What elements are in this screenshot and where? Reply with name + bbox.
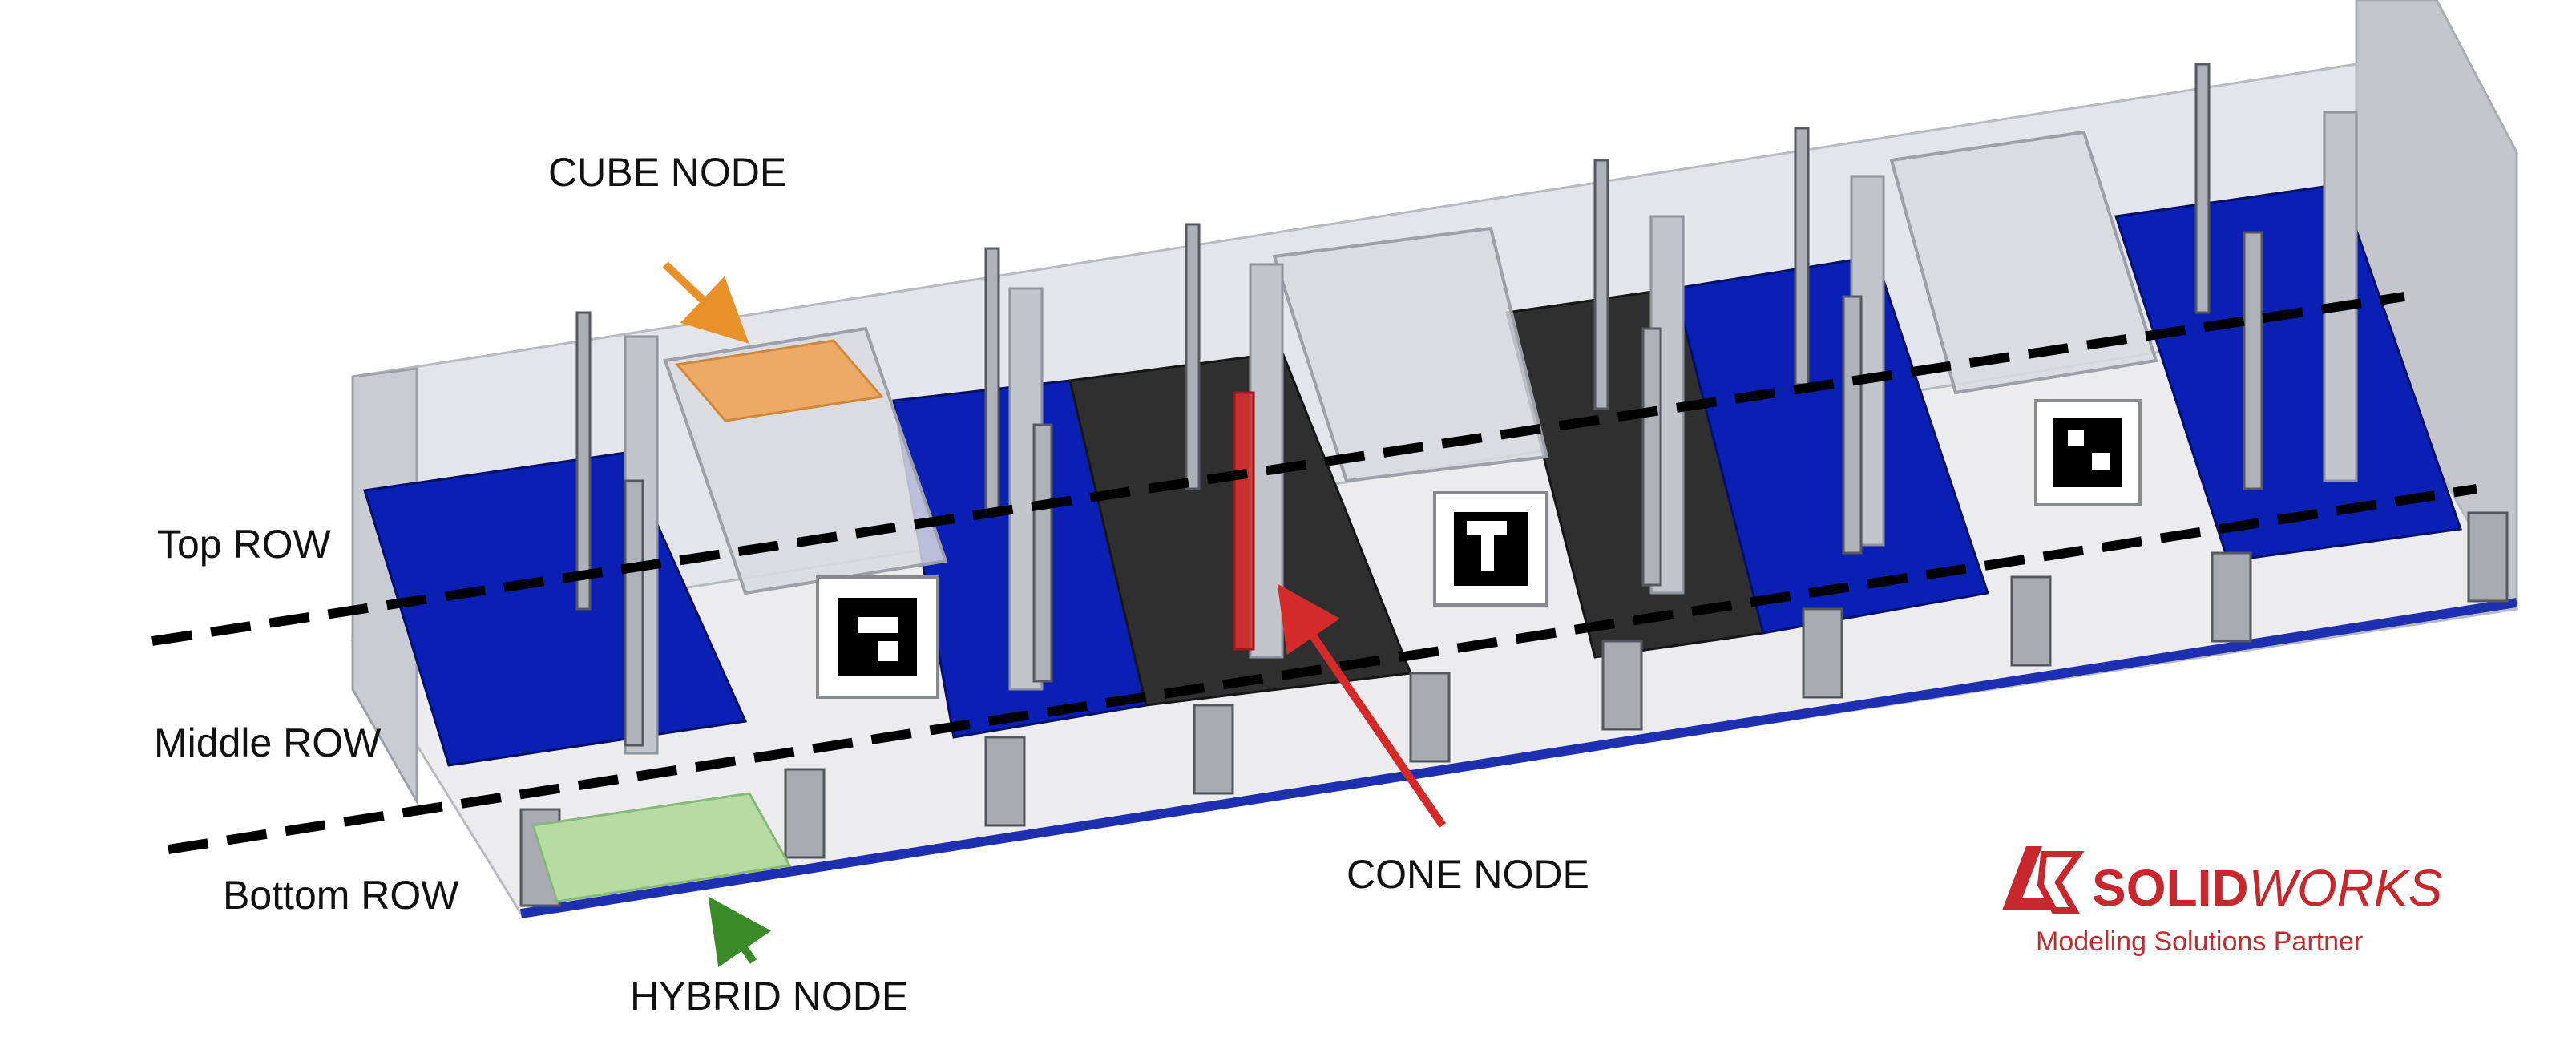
logo-brand-light: WORKS [2248, 859, 2443, 917]
cone-node-highlight [1233, 391, 1255, 651]
middle-row-line [168, 484, 2477, 854]
cube-node-label: CUBE NODE [548, 150, 787, 195]
solidworks-logo: SOLIDWORKS Modeling Solutions Partner [1994, 824, 2443, 968]
cube-box-3 [1889, 130, 2158, 506]
cone-node-arrow [1277, 583, 1447, 828]
cone-poles [575, 63, 2263, 747]
logo-tagline: Modeling Solutions Partner [2036, 926, 2364, 957]
middle-row-label: Middle ROW [154, 720, 382, 765]
cube-node-highlight [675, 339, 884, 422]
hybrid-node-highlight [531, 792, 792, 903]
3ds-logo-mark-icon [2002, 846, 2085, 914]
cube-box-2 [1272, 226, 1549, 607]
logo-brand-bold: SOLID [2092, 859, 2249, 917]
top-row-line [151, 292, 2405, 646]
left-side-frame [351, 367, 418, 806]
logo-wordmark: SOLIDWORKS [2092, 862, 2442, 914]
cube-node-arrow [662, 261, 749, 344]
base-front-edge [520, 598, 2517, 918]
hybrid-node-label: HYBRID NODE [630, 974, 909, 1019]
hybrid-node-arrow [708, 896, 772, 968]
bottom-row-label: Bottom ROW [223, 873, 459, 918]
cone-node-label: CONE NODE [1347, 852, 1589, 897]
front-posts [519, 511, 2509, 907]
top-row-label: Top ROW [157, 522, 331, 567]
